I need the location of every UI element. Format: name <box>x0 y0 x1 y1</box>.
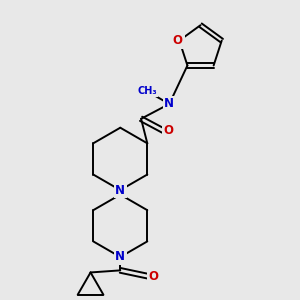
Text: N: N <box>115 250 125 263</box>
Text: N: N <box>115 184 125 196</box>
Text: O: O <box>173 34 183 47</box>
Text: O: O <box>164 124 174 137</box>
Text: N: N <box>164 98 174 110</box>
Text: O: O <box>149 270 159 283</box>
Text: CH₃: CH₃ <box>137 85 157 96</box>
